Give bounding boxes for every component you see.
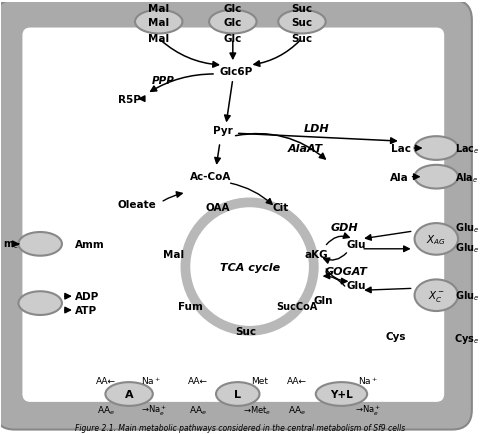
- Text: Lac$_e$: Lac$_e$: [454, 142, 478, 155]
- Text: Glc6P: Glc6P: [219, 67, 252, 77]
- Ellipse shape: [414, 137, 457, 161]
- Text: Glc: Glc: [223, 17, 241, 27]
- Text: Mal: Mal: [163, 249, 184, 259]
- Text: Mal: Mal: [148, 34, 169, 44]
- Text: AA$_e$: AA$_e$: [189, 404, 207, 416]
- Text: Amm: Amm: [74, 239, 104, 249]
- Text: AA←: AA←: [287, 376, 306, 385]
- Text: AA←: AA←: [188, 376, 208, 385]
- Text: Glu$_e$: Glu$_e$: [454, 289, 478, 302]
- Text: $X^-_C$: $X^-_C$: [427, 288, 444, 303]
- Ellipse shape: [209, 11, 256, 34]
- Text: Ala$_e$: Ala$_e$: [454, 171, 478, 184]
- Text: AA$_e$: AA$_e$: [288, 404, 305, 416]
- Ellipse shape: [18, 233, 62, 256]
- Text: AA←: AA←: [96, 376, 116, 385]
- Text: L: L: [234, 389, 241, 399]
- Text: Na$^+$: Na$^+$: [357, 375, 377, 386]
- Text: Y+L: Y+L: [329, 389, 352, 399]
- Text: Figure 2.1. Main metabolic pathways considered in the central metabolism of Sf9 : Figure 2.1. Main metabolic pathways cons…: [75, 423, 405, 432]
- Ellipse shape: [105, 382, 153, 406]
- Text: $X_{AG}$: $X_{AG}$: [425, 233, 445, 246]
- Ellipse shape: [414, 165, 457, 189]
- Text: LDH: LDH: [303, 124, 329, 134]
- Text: Suc: Suc: [291, 4, 312, 14]
- Ellipse shape: [277, 11, 325, 34]
- Ellipse shape: [414, 224, 457, 255]
- Text: GOGAT: GOGAT: [324, 266, 367, 276]
- Text: SucCoA: SucCoA: [276, 301, 317, 311]
- Text: Cys: Cys: [385, 331, 405, 341]
- Text: Suc: Suc: [235, 326, 256, 336]
- Text: Cit: Cit: [272, 203, 288, 213]
- Text: Glu: Glu: [346, 239, 365, 249]
- Text: Pyr: Pyr: [213, 126, 232, 136]
- Text: R5P: R5P: [118, 95, 140, 105]
- Text: A: A: [124, 389, 133, 399]
- Text: Fum: Fum: [178, 301, 203, 311]
- Text: TCA cycle: TCA cycle: [219, 262, 279, 272]
- Text: aKG: aKG: [304, 249, 328, 259]
- Text: Lac: Lac: [390, 144, 410, 154]
- Text: Gln: Gln: [313, 296, 333, 306]
- Text: Na$^+$: Na$^+$: [141, 375, 161, 386]
- Text: Glc: Glc: [223, 34, 241, 44]
- Text: Suc: Suc: [291, 34, 312, 44]
- Text: →Met$_e$: →Met$_e$: [243, 404, 271, 416]
- Text: ATP: ATP: [74, 306, 96, 316]
- Text: Oleate: Oleate: [118, 200, 156, 210]
- Text: ADP: ADP: [74, 292, 99, 302]
- Text: GDH: GDH: [330, 223, 358, 233]
- Text: Cys$_e$: Cys$_e$: [453, 331, 479, 345]
- Text: Glu$_e$: Glu$_e$: [454, 240, 478, 254]
- FancyBboxPatch shape: [0, 1, 471, 430]
- Text: PPP: PPP: [152, 76, 175, 85]
- Text: OAA: OAA: [205, 203, 230, 213]
- Text: Glu$_e$: Glu$_e$: [454, 220, 478, 234]
- Ellipse shape: [414, 280, 457, 311]
- Ellipse shape: [315, 382, 366, 406]
- Text: Glc: Glc: [223, 4, 241, 14]
- Text: m$_e$: m$_e$: [2, 238, 19, 250]
- Text: AA$_e$: AA$_e$: [97, 404, 115, 416]
- Text: →Na$^+_e$: →Na$^+_e$: [354, 403, 380, 417]
- Text: →Na$^+_e$: →Na$^+_e$: [141, 403, 167, 417]
- Text: Glu: Glu: [346, 281, 365, 291]
- Text: Ala: Ala: [389, 172, 408, 182]
- Text: Met: Met: [251, 376, 267, 385]
- Text: Ac-CoA: Ac-CoA: [190, 171, 231, 181]
- Ellipse shape: [216, 382, 259, 406]
- Text: AlaAT: AlaAT: [287, 144, 322, 154]
- Text: Suc: Suc: [291, 17, 312, 27]
- FancyBboxPatch shape: [23, 29, 443, 402]
- Ellipse shape: [135, 11, 182, 34]
- Text: Mal: Mal: [148, 17, 169, 27]
- Text: Mal: Mal: [148, 4, 169, 14]
- Ellipse shape: [18, 292, 62, 315]
